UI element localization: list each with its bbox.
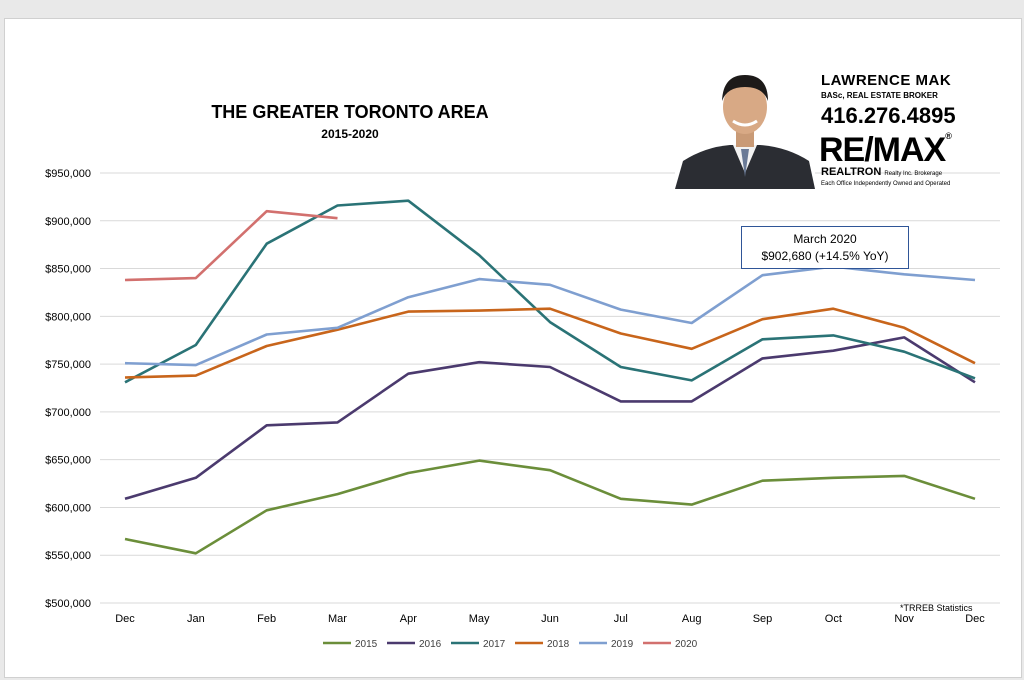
brokerage-tagline: Each Office Independently Owned and Oper… (821, 181, 951, 187)
y-tick-label: $550,000 (45, 550, 91, 562)
x-tick-label: Apr (400, 613, 417, 625)
brokerage-name: REALTRON Realty Inc. Brokerage (821, 166, 942, 178)
gridlines (100, 172, 1000, 604)
brokerage-label: REALTRON (821, 166, 882, 178)
x-tick-label: Mar (328, 613, 347, 625)
y-tick-label: $800,000 (45, 311, 91, 323)
y-tick-label: $850,000 (45, 264, 91, 276)
x-tick-label: May (469, 613, 490, 625)
brand-logo-text: RE/MAX (819, 131, 946, 169)
broker-title: BASc, REAL ESTATE BROKER (821, 91, 938, 100)
series-line-2015 (124, 459, 976, 555)
y-tick-label: $700,000 (45, 407, 91, 419)
x-tick-label: Dec (965, 613, 985, 625)
series-line-2016 (124, 336, 976, 501)
y-tick-label: $500,000 (45, 598, 91, 610)
y-tick-label: $600,000 (45, 502, 91, 514)
x-tick-label: Feb (257, 613, 276, 625)
chart-frame: $500,000 $550,000 $600,000 $650,000 $700,000… (4, 18, 1022, 678)
legend-label: 2018 (547, 639, 570, 650)
x-tick-label: Jan (187, 613, 205, 625)
brokerage-suffix: Realty Inc. Brokerage (884, 171, 943, 177)
series-line-2020 (124, 209, 338, 282)
x-tick-label: Dec (115, 613, 135, 625)
source-note: *TRREB Statistics (900, 603, 973, 613)
x-axis-ticks: Dec Jan Feb Mar Apr May Jun Jul Aug Sep Oct Nov Dec (115, 613, 985, 625)
broker-photo (675, 49, 815, 189)
x-tick-label: Aug (682, 613, 702, 625)
y-tick-label: $950,000 (45, 168, 91, 180)
legend-label: 2020 (675, 639, 698, 650)
series-line-2018 (124, 307, 976, 379)
broker-card: LAWRENCE MAK BASc, REAL ESTATE BROKER 41… (675, 49, 975, 189)
broker-name: LAWRENCE MAK (821, 72, 952, 89)
chart-subtitle: 2015-2020 (321, 127, 379, 141)
x-tick-label: Jun (541, 613, 559, 625)
y-tick-label: $750,000 (45, 359, 91, 371)
series-line-2017 (124, 199, 976, 384)
legend: 2015 2016 2017 2018 2019 2020 (323, 639, 698, 650)
annotation-line-2: $902,680 (+14.5% YoY) (761, 249, 889, 263)
broker-phone: 416.276.4895 (821, 103, 956, 128)
brand-logo: RE/MAX® (819, 131, 952, 169)
y-tick-label: $900,000 (45, 216, 91, 228)
y-tick-label: $650,000 (45, 455, 91, 467)
chart-title: THE GREATER TORONTO AREA (211, 102, 489, 122)
legend-label: 2019 (611, 639, 634, 650)
x-tick-label: Jul (614, 613, 628, 625)
legend-label: 2017 (483, 639, 506, 650)
annotation-box: March 2020 $902,680 (+14.5% YoY) (741, 226, 909, 269)
line-chart: $500,000 $550,000 $600,000 $650,000 $700,000… (45, 168, 1000, 650)
y-axis-ticks: $500,000 $550,000 $600,000 $650,000 $700,000… (45, 168, 91, 610)
x-tick-label: Nov (894, 613, 914, 625)
legend-label: 2015 (355, 639, 378, 650)
legend-label: 2016 (419, 639, 442, 650)
series-lines (124, 199, 976, 555)
x-tick-label: Oct (825, 613, 842, 625)
annotation-line-1: March 2020 (793, 232, 857, 246)
x-tick-label: Sep (753, 613, 773, 625)
